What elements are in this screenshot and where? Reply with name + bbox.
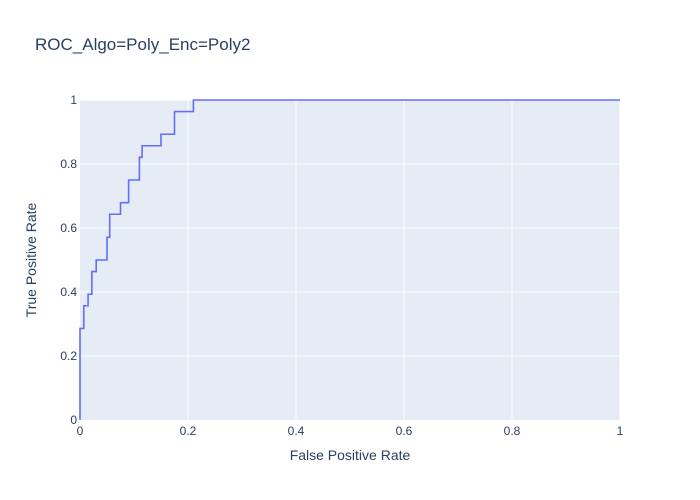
x-tick-label: 0.8 xyxy=(504,424,521,438)
x-tick-label: 1 xyxy=(617,424,624,438)
y-tick-label: 0 xyxy=(70,413,77,427)
plot-area xyxy=(80,100,620,420)
y-tick-label: 0.8 xyxy=(60,157,77,171)
x-tick-label: 0.2 xyxy=(180,424,197,438)
y-tick-label: 0.6 xyxy=(60,221,77,235)
x-axis-title: False Positive Rate xyxy=(290,447,411,463)
y-axis-title: True Positive Rate xyxy=(23,202,39,317)
x-tick-label: 0 xyxy=(77,424,84,438)
x-tick-label: 0.6 xyxy=(396,424,413,438)
y-tick-label: 0.2 xyxy=(60,349,77,363)
y-axis-ticks: 0 0.2 0.4 0.6 0.8 1 xyxy=(60,93,77,427)
roc-curve-line xyxy=(79,99,620,420)
y-tick-label: 0.4 xyxy=(60,285,77,299)
y-tick-label: 1 xyxy=(70,93,77,107)
x-tick-label: 0.4 xyxy=(288,424,305,438)
series-layer xyxy=(79,99,620,420)
chart-title: ROC_Algo=Poly_Enc=Poly2 xyxy=(35,35,250,54)
x-axis-ticks: 0 0.2 0.4 0.6 0.8 1 xyxy=(77,424,624,438)
